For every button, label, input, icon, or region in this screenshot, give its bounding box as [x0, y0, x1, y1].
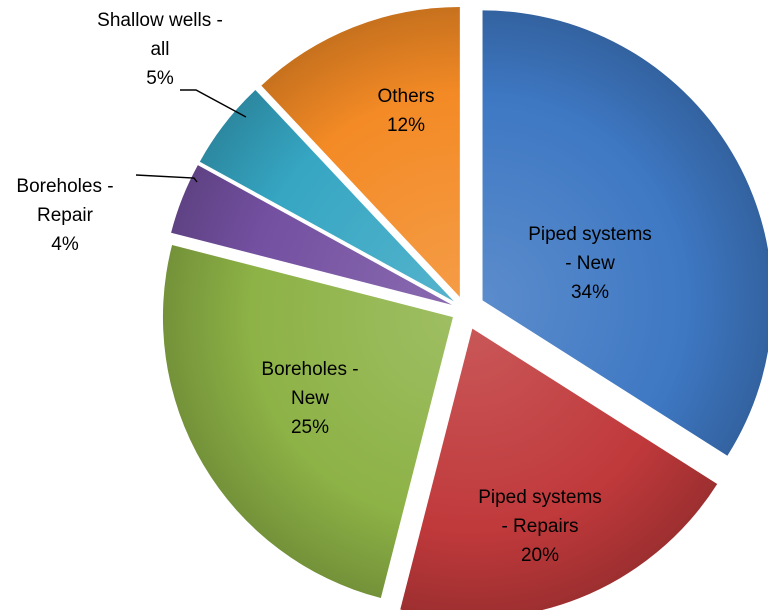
slice-label-2: Boreholes - New 25% — [261, 359, 358, 438]
pie-slice-4 — [199, 90, 454, 302]
pie-slice-1 — [400, 328, 718, 610]
slice-label-line: Shallow wells - — [97, 10, 223, 31]
slice-label-1: Piped systems - Repairs 20% — [478, 487, 602, 566]
leader-lines — [135, 89, 247, 183]
slice-label-line: 12% — [387, 115, 425, 136]
slice-label-line: Piped systems — [478, 487, 602, 508]
slice-label-line: 34% — [571, 282, 609, 303]
slice-label-line: Repair — [37, 205, 94, 226]
slice-label-line: - New — [565, 253, 615, 274]
slice-label-4: Shallow wells - all 5% — [97, 10, 223, 89]
pie-slices — [162, 6, 768, 610]
slice-labels: Piped systems - New 34% Piped systems - Repa… — [16, 10, 651, 566]
pie-slice-3 — [171, 165, 452, 305]
slice-label-line: 5% — [146, 68, 174, 89]
slice-label-3: Boreholes - Repair 4% — [16, 176, 113, 255]
slice-label-0: Piped systems - New 34% — [528, 224, 652, 303]
slice-label-5: Others 12% — [377, 86, 434, 136]
pie-slice-5 — [261, 6, 460, 297]
slice-label-line: all — [150, 39, 169, 60]
pie-slice-0 — [482, 10, 768, 456]
slice-label-line: - Repairs — [501, 516, 578, 537]
slice-label-line: Boreholes - — [261, 359, 358, 380]
leader-line-4 — [180, 89, 247, 118]
pie-slice-2 — [162, 245, 453, 599]
slice-label-line: Boreholes - — [16, 176, 113, 197]
slice-label-line: 25% — [291, 417, 329, 438]
slice-label-line: 4% — [51, 234, 79, 255]
slice-label-line: 20% — [521, 545, 559, 566]
slice-label-line: Others — [377, 86, 434, 107]
slice-label-line: New — [291, 388, 329, 409]
slice-label-line: Piped systems — [528, 224, 652, 245]
leader-line-3 — [135, 174, 198, 183]
